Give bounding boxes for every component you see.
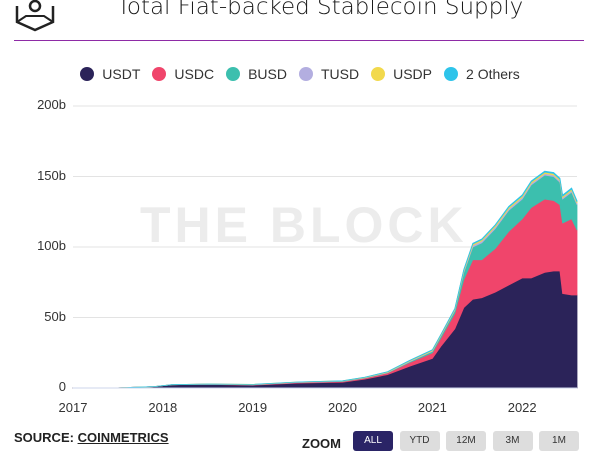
source-link[interactable]: COINMETRICS [77, 430, 169, 445]
the-block-logo-icon [15, 0, 55, 32]
legend-item-usdp[interactable]: USDP [371, 66, 432, 82]
y-tick-label: 150b [37, 167, 66, 183]
watermark: THE BLOCK [140, 197, 468, 253]
legend-item-2-others[interactable]: 2 Others [444, 66, 520, 82]
source-prefix: SOURCE: [14, 430, 74, 445]
x-tick-label: 2020 [328, 400, 357, 415]
legend-label: USDC [174, 66, 215, 82]
legend-dot-icon [444, 67, 459, 81]
x-tick-label: 2017 [58, 400, 88, 415]
x-tick-label: 2022 [507, 400, 537, 415]
zoom-button-12m[interactable]: 12M [446, 431, 486, 451]
y-tick-label: 0 [58, 379, 66, 394]
legend-dot-icon [152, 67, 167, 81]
zoom-button-ytd[interactable]: YTD [399, 431, 440, 451]
x-tick-label: 2018 [148, 400, 178, 415]
legend: USDT USDC BUSD TUSD USDP 2 Others [0, 66, 600, 82]
legend-item-busd[interactable]: BUSD [226, 66, 287, 82]
zoom-button-3m[interactable]: 3M [492, 431, 533, 451]
zoom-button-1m[interactable]: 1M [539, 431, 579, 451]
legend-item-usdt[interactable]: USDT [80, 66, 140, 82]
y-tick-label: 200b [37, 97, 66, 112]
area-2-others[interactable] [72, 170, 578, 389]
x-tick-label: 2019 [238, 400, 268, 415]
legend-dot-icon [80, 67, 95, 81]
legend-item-tusd[interactable]: TUSD [298, 66, 360, 82]
chart-title: Total Fiat-backed Stablecoin Supply [116, 0, 524, 20]
x-tick-label: 2021 [417, 400, 447, 415]
legend-label: TUSD [320, 66, 360, 82]
zoom-label: ZOOM [302, 436, 341, 451]
legend-label: USDP [393, 66, 433, 82]
legend-dot-icon [371, 67, 386, 81]
y-tick-label: 50b [44, 308, 66, 324]
legend-dot-icon [226, 67, 241, 81]
legend-dot-icon [298, 67, 313, 81]
legend-item-usdc[interactable]: USDC [152, 66, 214, 82]
y-tick-label: 100b [37, 238, 66, 253]
legend-label: BUSD [248, 66, 287, 82]
legend-label: 2 Others [466, 66, 520, 82]
zoom-button-all[interactable]: ALL [353, 431, 393, 451]
source-label: SOURCE: COINMETRICS [14, 430, 169, 445]
title-divider [14, 40, 584, 41]
legend-label: USDT [102, 66, 141, 82]
